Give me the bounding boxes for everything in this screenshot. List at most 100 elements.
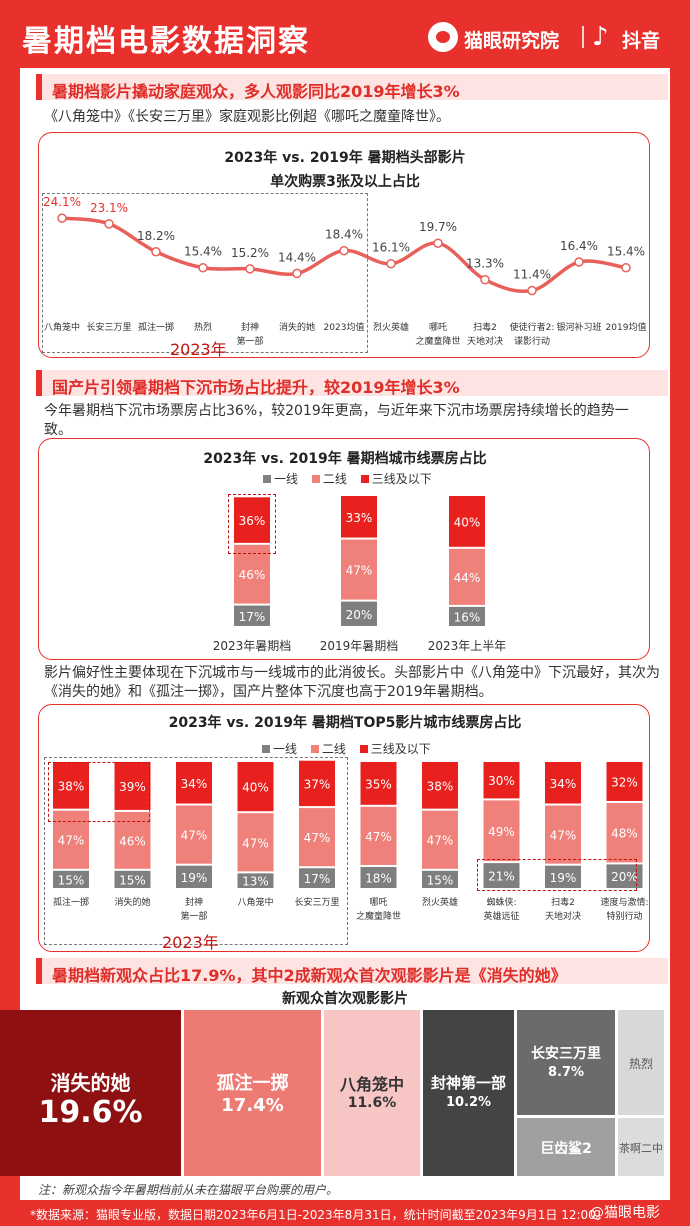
bar1-category-2: 2023年上半年 — [428, 639, 507, 653]
treemap-cell-2: 八角笼中 11.6% — [324, 1010, 420, 1176]
line-category-12: 2019均值 — [606, 321, 647, 333]
bar2-label-0-6: 15% — [427, 873, 454, 887]
bar2-label-0-5: 18% — [365, 871, 392, 885]
treemap-name-6: 巨齿鲨2 — [540, 1141, 592, 1157]
line-point-3 — [198, 262, 208, 273]
bar2-label-0-1: 15% — [119, 873, 146, 887]
bar2-1-0 — [53, 810, 89, 869]
bar1-label-0-0: 17% — [239, 610, 266, 624]
line-point-12 — [621, 262, 631, 273]
section3-text: 影片偏好性主要体现在下沉城市与一线城市的此消彼长。头部影片中《八角笼中》下沉最好… — [44, 665, 660, 700]
bar2-category-0: 孤注一掷 — [53, 896, 89, 908]
bar1-label-0-2: 16% — [454, 610, 481, 624]
treemap-name-7: 茶啊二中 — [619, 1141, 663, 1155]
bar1-label-1-1: 47% — [346, 564, 373, 578]
maoyan-logo-icon — [428, 22, 458, 52]
line-label-10: 11.4% — [513, 268, 551, 282]
bar2-category-8: 扫毒2 天地对决 — [545, 896, 581, 922]
bar2-0-3 — [237, 873, 274, 888]
line-category-3: 热烈 — [194, 321, 212, 333]
bar2-1-3 — [237, 813, 274, 872]
highlight-2019-tier1 — [477, 859, 637, 891]
bar1-label-2-1: 33% — [346, 511, 373, 525]
bar2-category-6: 烈火英雄 — [422, 896, 458, 908]
douyin-logo-icon: ♪ — [592, 22, 609, 52]
line-category-7: 烈火英雄 — [373, 321, 409, 333]
line-category-6: 2023均值 — [324, 321, 365, 333]
bar2-label-2-8: 34% — [550, 777, 577, 791]
line-category-0: 八角笼中 — [44, 321, 80, 333]
line-point-4 — [245, 264, 255, 274]
line-label-9: 13.3% — [466, 257, 504, 271]
line-category-1: 长安三万里 — [86, 321, 131, 333]
bar1-label-0-1: 20% — [346, 608, 373, 622]
bar2-0-9 — [606, 864, 643, 888]
bar1-label-1-0: 46% — [239, 568, 266, 582]
bar2-label-1-9: 48% — [611, 827, 638, 841]
bar2-label-0-9: 20% — [611, 870, 638, 884]
legend2-tier2: 二线 — [321, 742, 346, 756]
line-label-6: 18.4% — [325, 228, 363, 242]
bar2-0-8 — [545, 865, 581, 888]
bar1-2-0 — [234, 497, 270, 543]
line-label-0: 24.1% — [43, 195, 81, 209]
bar2-2-4 — [299, 760, 335, 807]
city-tier-chart-title: 2023年 vs. 2019年 暑期档城市线票房占比 — [203, 451, 487, 467]
bar2-1-8 — [545, 805, 581, 864]
bar2-label-1-6: 47% — [427, 834, 454, 848]
bar2-category-4: 长安三万里 — [294, 896, 339, 908]
bar2-label-2-6: 38% — [427, 779, 454, 793]
bar2-0-0 — [53, 870, 89, 888]
line-chart-2023-group — [42, 193, 368, 353]
bar2-label-0-8: 19% — [550, 871, 577, 885]
legend-tier1-swatch — [263, 475, 271, 483]
page-title: 暑期档电影数据洞察 — [22, 24, 310, 59]
brand-douyin: 抖音 — [622, 30, 661, 52]
bar2-2-5 — [360, 762, 397, 805]
bar2-label-1-1: 46% — [119, 834, 146, 848]
treemap-cell-7: 茶啊二中 — [618, 1118, 664, 1176]
legend2-tier1: 一线 — [273, 742, 298, 756]
bar2-label-1-7: 49% — [488, 825, 515, 839]
top5-2023-group — [44, 757, 348, 945]
footnote: 注：新观众指今年暑期档前从未在猫眼平台购票的用户。 — [38, 1183, 339, 1197]
treemap-cell-3: 封神第一部 10.2% — [423, 1010, 514, 1176]
bar2-label-2-0: 38% — [58, 779, 85, 793]
bar1-1-2 — [449, 548, 485, 605]
treemap-name-1: 孤注一掷 — [216, 1073, 289, 1094]
bar1-2-1 — [341, 496, 377, 538]
treemap-value-0: 19.6% — [38, 1095, 143, 1130]
line-category-8: 哪吒之魔童降世 — [415, 322, 460, 347]
treemap-value-2: 11.6% — [347, 1095, 397, 1111]
bar1-0-0 — [234, 605, 270, 626]
line-label-2: 18.2% — [137, 229, 175, 243]
line-point-8 — [433, 238, 443, 248]
treemap-value-3: 10.2% — [445, 1095, 492, 1110]
bar2-label-0-7: 21% — [488, 870, 515, 884]
treemap-value-4: 8.7% — [547, 1064, 585, 1080]
bar2-category-9: 速度与激情:特别行动 — [600, 896, 648, 922]
treemap-cell-5: 热烈 — [618, 1010, 664, 1115]
data-source: *数据来源：猫眼专业版，数据日期2023年6月1日-2023年8月31日，统计时… — [30, 1208, 608, 1222]
treemap-cell-1: 孤注一掷 17.4% — [184, 1010, 321, 1176]
line-category-5: 消失的她 — [279, 321, 315, 333]
city-tier-legend: 一线 二线 三线及以下 — [263, 470, 432, 487]
highlight-2023-tier3 — [228, 494, 276, 554]
brand-maoyan: 猫眼研究院 — [464, 30, 560, 52]
bar2-label-2-1: 39% — [119, 780, 146, 794]
bar2-label-0-4: 17% — [304, 872, 331, 886]
line-label-4: 15.2% — [231, 246, 269, 260]
section2-header: 国产片引领暑期档下沉市场占比提升，较2019年增长3% — [36, 370, 668, 397]
bar2-2-3 — [237, 762, 274, 812]
bar1-0-1 — [341, 601, 377, 626]
line-chart-title: 2023年 vs. 2019年 暑期档头部影片 — [224, 150, 466, 166]
top5-chart-title: 2023年 vs. 2019年 暑期档TOP5影片城市线票房占比 — [168, 715, 522, 731]
bar2-0-4 — [299, 868, 335, 888]
line-label-11: 16.4% — [560, 239, 598, 253]
treemap-title: 新观众首次观影影片 — [282, 991, 408, 1007]
bar2-2-8 — [545, 762, 581, 804]
treemap-name-3: 封神第一部 — [430, 1074, 506, 1092]
bar2-0-2 — [176, 865, 212, 888]
bar2-2-2 — [176, 762, 212, 804]
bar2-label-0-2: 19% — [181, 871, 208, 885]
